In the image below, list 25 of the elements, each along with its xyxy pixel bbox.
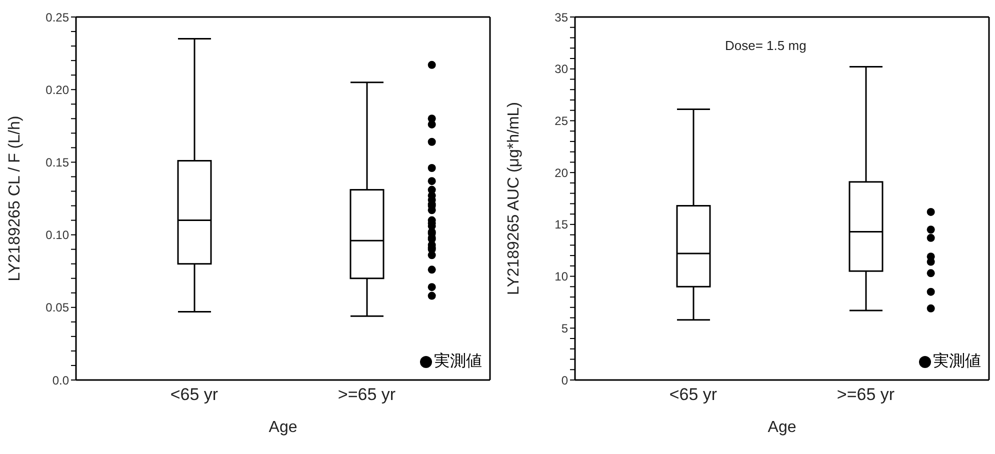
y-axis-title: LY2189265 CL / F (L/h) <box>6 116 24 282</box>
y-tick-label: 10 <box>554 270 568 284</box>
y-tick-label: 25 <box>554 114 568 128</box>
annotation: Dose= 1.5 mg <box>724 38 808 53</box>
y-tick-label: 0.25 <box>46 10 70 24</box>
y-tick-label: 0.15 <box>46 155 70 170</box>
x-tick-label: <65 yr <box>170 385 218 404</box>
y-tick-label: 35 <box>554 10 568 24</box>
legend-label: 実測値 <box>933 352 981 372</box>
y-tick-label: 0.20 <box>46 82 70 97</box>
y-tick-label: 0.05 <box>46 300 70 315</box>
y-tick-label: 0.0 <box>52 373 70 388</box>
x-tick-label: <65 yr <box>669 385 718 404</box>
x-axis-title: Age <box>268 419 298 436</box>
y-tick-label: 0.10 <box>46 228 70 242</box>
legend-label: 実測値 <box>434 352 482 372</box>
y-tick-label: 0 <box>561 373 568 388</box>
y-tick-label: 20 <box>554 166 568 180</box>
x-axis-title: Age <box>768 419 796 436</box>
x-tick-label: >=65 yr <box>836 385 895 404</box>
y-axis-title: LY2189265 AUC (μg*h/mL) <box>506 102 523 296</box>
y-tick-label: 15 <box>554 218 568 232</box>
y-tick-label: 5 <box>561 321 568 336</box>
y-tick-label: 30 <box>554 62 568 76</box>
x-tick-label: >=65 yr <box>338 385 396 404</box>
